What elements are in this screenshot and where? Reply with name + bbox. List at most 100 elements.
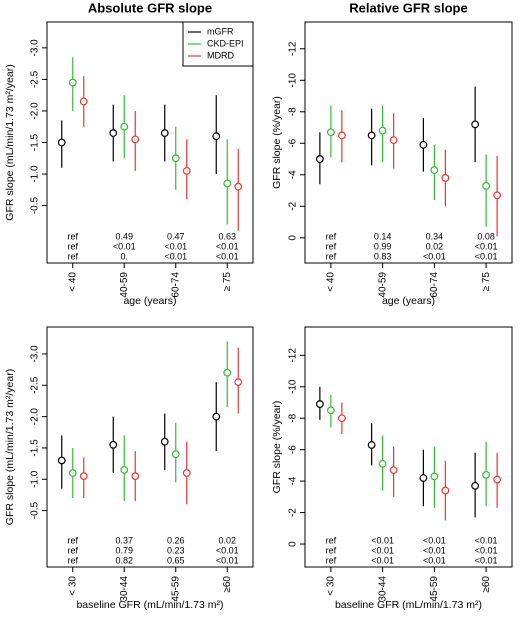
p-value: <0.01 (164, 241, 187, 251)
point (68, 469, 77, 477)
point (337, 131, 346, 140)
point (68, 78, 77, 87)
p-value: ref (67, 555, 78, 565)
point (160, 129, 169, 137)
x-axis-label: baseline GFR (mL/min/1.73 m²) (76, 599, 223, 611)
plot-frame (304, 326, 513, 568)
point (131, 472, 140, 481)
p-value: 0.49 (115, 231, 133, 241)
p-value: 0.14 (374, 231, 392, 241)
y-tick-label: -1.0 (30, 165, 41, 183)
point (493, 191, 502, 200)
x-tick-label: 45-59 (429, 576, 440, 602)
y-tick-label: -2.0 (30, 102, 41, 120)
y-tick-label: 0 (288, 235, 299, 241)
p-value: <0.01 (423, 535, 446, 545)
point (223, 368, 232, 377)
p-value: ref (326, 555, 337, 565)
p-value: <0.01 (423, 545, 446, 555)
x-axis-label: age (years) (123, 295, 176, 307)
point (378, 126, 387, 135)
point (471, 481, 480, 490)
point (326, 128, 335, 137)
p-value: <0.01 (164, 251, 187, 261)
p-value: <0.01 (423, 555, 446, 565)
x-tick-label: 60-74 (429, 272, 440, 298)
point (315, 155, 324, 163)
point (389, 466, 398, 475)
point (79, 97, 88, 106)
point (482, 181, 491, 190)
point (57, 456, 66, 465)
point (109, 440, 118, 449)
p-value: ref (326, 231, 337, 241)
x-tick-label: 30-44 (119, 576, 130, 602)
point (430, 166, 439, 174)
y-tick-label: -12 (288, 41, 299, 56)
plot-frame (304, 21, 513, 264)
point (171, 450, 180, 459)
y-tick-label: -1.5 (30, 133, 41, 151)
p-value: <0.01 (475, 251, 498, 261)
p-value: ref (67, 231, 78, 241)
x-tick-label: < 40 (67, 272, 78, 292)
p-value: 0.79 (115, 545, 133, 555)
p-value: 0.65 (167, 555, 185, 565)
point (315, 400, 324, 408)
p-value: ref (67, 241, 78, 251)
y-tick-label: -10 (288, 73, 299, 88)
point (337, 414, 346, 423)
p-value: <0.01 (475, 241, 498, 251)
p-value: ref (326, 251, 337, 261)
p-value: 0.26 (167, 535, 185, 545)
point (378, 459, 387, 468)
point (120, 465, 129, 474)
p-value: 0.99 (374, 241, 392, 251)
point (223, 179, 232, 188)
point (57, 138, 66, 147)
p-value: <0.01 (423, 251, 446, 261)
p-value: <0.01 (216, 555, 239, 565)
point (171, 154, 180, 163)
x-tick-label: ≥ 75 (481, 272, 492, 292)
x-tick-label: ≥60 (222, 576, 233, 593)
point (212, 412, 221, 421)
point (419, 474, 428, 482)
point (109, 129, 118, 137)
p-value: 0.02 (426, 241, 444, 251)
point (441, 486, 450, 495)
point (234, 182, 243, 191)
y-axis-label: GFR slope (mL/min/1.73 m²/year) (4, 64, 16, 220)
x-tick-label: < 30 (67, 576, 78, 596)
y-tick-label: -2 (288, 201, 299, 210)
x-tick-label: ≥60 (481, 576, 492, 593)
y-axis-label: GFR slope (mL/min/1.73 m²/year) (4, 369, 16, 525)
point (234, 378, 243, 387)
y-tick-label: -2 (288, 508, 299, 517)
legend-label: CKD-EPI (207, 38, 244, 48)
p-value: 0.02 (218, 535, 236, 545)
p-value: 0.63 (218, 231, 236, 241)
point (430, 472, 439, 481)
legend-label: MDRD (207, 50, 234, 60)
point (471, 120, 480, 129)
p-value: <0.01 (216, 241, 239, 251)
p-value: 0.08 (477, 231, 495, 241)
point (419, 140, 428, 149)
p-value: ref (326, 545, 337, 555)
plot-frame (46, 326, 254, 568)
point (160, 437, 169, 446)
point (131, 135, 140, 144)
p-value: <0.01 (371, 535, 394, 545)
y-tick-label: -3.0 (30, 39, 41, 57)
y-tick-label: -1.0 (30, 470, 41, 488)
y-axis-label: GFR slope (%/year) (271, 96, 283, 189)
p-value: ref (326, 535, 337, 545)
x-tick-label: < 30 (326, 576, 337, 596)
y-tick-label: -8 (288, 413, 299, 422)
p-value: ref (67, 251, 78, 261)
legend-label: mGFR (207, 26, 234, 36)
p-value: 0.83 (374, 251, 392, 261)
x-axis-label: baseline GFR (mL/min/1.73 m²) (335, 599, 482, 611)
